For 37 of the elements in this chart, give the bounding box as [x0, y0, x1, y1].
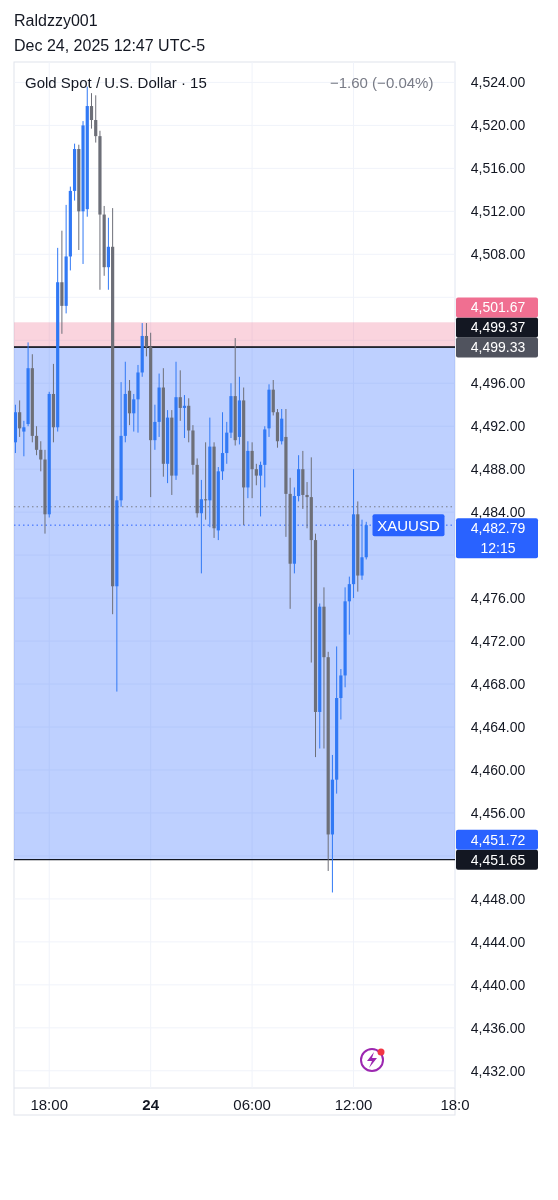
y-tick-label: 4,520.00	[470, 117, 526, 134]
y-tick-label: 4,432.00	[470, 1062, 526, 1079]
y-tick-label: 4,488.00	[470, 461, 526, 478]
x-tick-label: 12:00	[334, 1095, 373, 1113]
x-tick-label: 18:0	[440, 1095, 470, 1113]
y-tick-label: 4,440.00	[470, 976, 526, 993]
ref-line-label: 4,499.37	[470, 319, 526, 336]
y-tick-label: 4,512.00	[470, 203, 526, 220]
band-label: 4,451.72	[470, 831, 526, 848]
y-tick-label: 4,524.00	[470, 74, 526, 91]
text: Gold Spot / U.S. Dollar · 15	[25, 74, 207, 91]
y-tick-label: 4,476.00	[470, 590, 526, 607]
y-tick-label: 4,468.00	[470, 676, 526, 693]
y-tick-label: 4,436.00	[470, 1019, 526, 1036]
x-tick-label: 06:00	[233, 1095, 271, 1113]
y-tick-label: 4,456.00	[470, 804, 526, 821]
x-tick-label: 18:00	[30, 1095, 68, 1113]
ref-line-label: 4,451.65	[470, 851, 526, 868]
ref-line-label: 4,482.79	[470, 520, 526, 537]
annotation: XAUUSD	[377, 516, 440, 534]
y-tick-label: 4,472.00	[470, 633, 526, 650]
y-tick-label: 4,448.00	[470, 890, 526, 907]
ref-line-label: 4,499.33	[470, 339, 526, 356]
text: Raldzzy001	[14, 12, 98, 29]
text: 12:15	[480, 540, 516, 557]
y-tick-label: 4,484.00	[470, 504, 526, 521]
annotation: −1.60 (−0.04%)	[330, 74, 434, 91]
y-tick-label: 4,516.00	[470, 160, 526, 177]
y-tick-label: 4,492.00	[470, 418, 526, 435]
chart-subtitle: Dec 24, 2025 12:47 UTC-5	[14, 37, 206, 54]
y-tick-label: 4,464.00	[470, 719, 526, 736]
band-label: 4,501.67	[470, 299, 526, 316]
y-tick-label: 4,460.00	[470, 761, 526, 778]
y-tick-label: 4,496.00	[470, 375, 526, 392]
y-tick-label: 4,444.00	[470, 933, 526, 950]
x-tick-label: 24	[142, 1095, 160, 1113]
y-tick-label: 4,508.00	[470, 246, 526, 263]
